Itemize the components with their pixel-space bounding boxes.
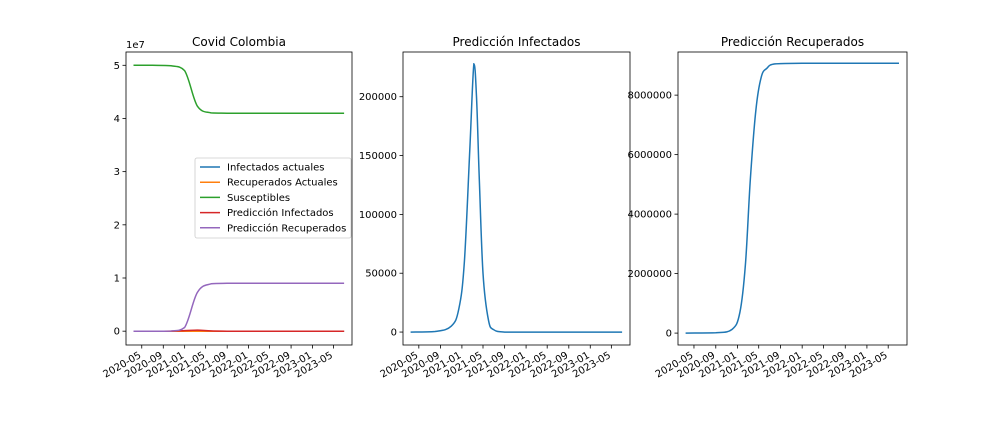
subplot-1: Covid Colombia1e70123452020-052020-09202… <box>102 35 353 380</box>
y-tick-label: 1 <box>114 273 120 284</box>
axes-frame <box>677 51 908 346</box>
series-line-3 <box>133 64 345 114</box>
y-tick-label: 3 <box>114 167 120 178</box>
y-tick-label: 6000000 <box>627 150 672 161</box>
y-tick-label: 2 <box>114 220 120 231</box>
series-line-1 <box>410 63 623 333</box>
axes-frame <box>402 51 631 346</box>
y-tick-label: 0 <box>114 327 120 338</box>
subplot-2: Predicción Infectados 0 50000 100000 150000 2… <box>359 35 631 380</box>
series-line-1 <box>685 62 899 334</box>
legend-label: Susceptibles <box>227 193 290 204</box>
y-tick-label: 0 <box>666 329 672 340</box>
legend-label: Predicción Recuperados <box>227 222 346 234</box>
chart-title: Predicción Recuperados <box>721 35 864 49</box>
y-tick-label: 2000000 <box>627 269 672 280</box>
y-tick-label: 50000 <box>365 269 397 280</box>
legend-label: Infectados actuales <box>227 163 325 174</box>
y-tick-label: 0 <box>391 328 397 339</box>
legend-label: Recuperados Actuales <box>227 178 338 189</box>
series-line-5 <box>133 282 345 332</box>
y-tick-label: 5 <box>114 61 120 72</box>
chart-title: Predicción Infectados <box>453 35 581 49</box>
legend: Infectados actuales Recuperados Actuales S… <box>194 157 352 239</box>
legend-label: Predicción Infectados <box>227 207 334 219</box>
y-tick-label: 100000 <box>359 210 397 221</box>
y-tick-label: 4000000 <box>627 210 672 221</box>
chart-title: Covid Colombia <box>192 35 286 49</box>
legend-box <box>194 157 352 239</box>
y-tick-label: 4 <box>114 114 120 125</box>
y-offset-label: 1e7 <box>126 40 145 51</box>
y-tick-label: 8000000 <box>627 91 672 102</box>
y-tick-label: 200000 <box>359 92 397 103</box>
subplot-3: Predicción Recuperados 0 2000000 4000000 600… <box>627 35 908 380</box>
y-tick-label: 150000 <box>359 151 397 162</box>
